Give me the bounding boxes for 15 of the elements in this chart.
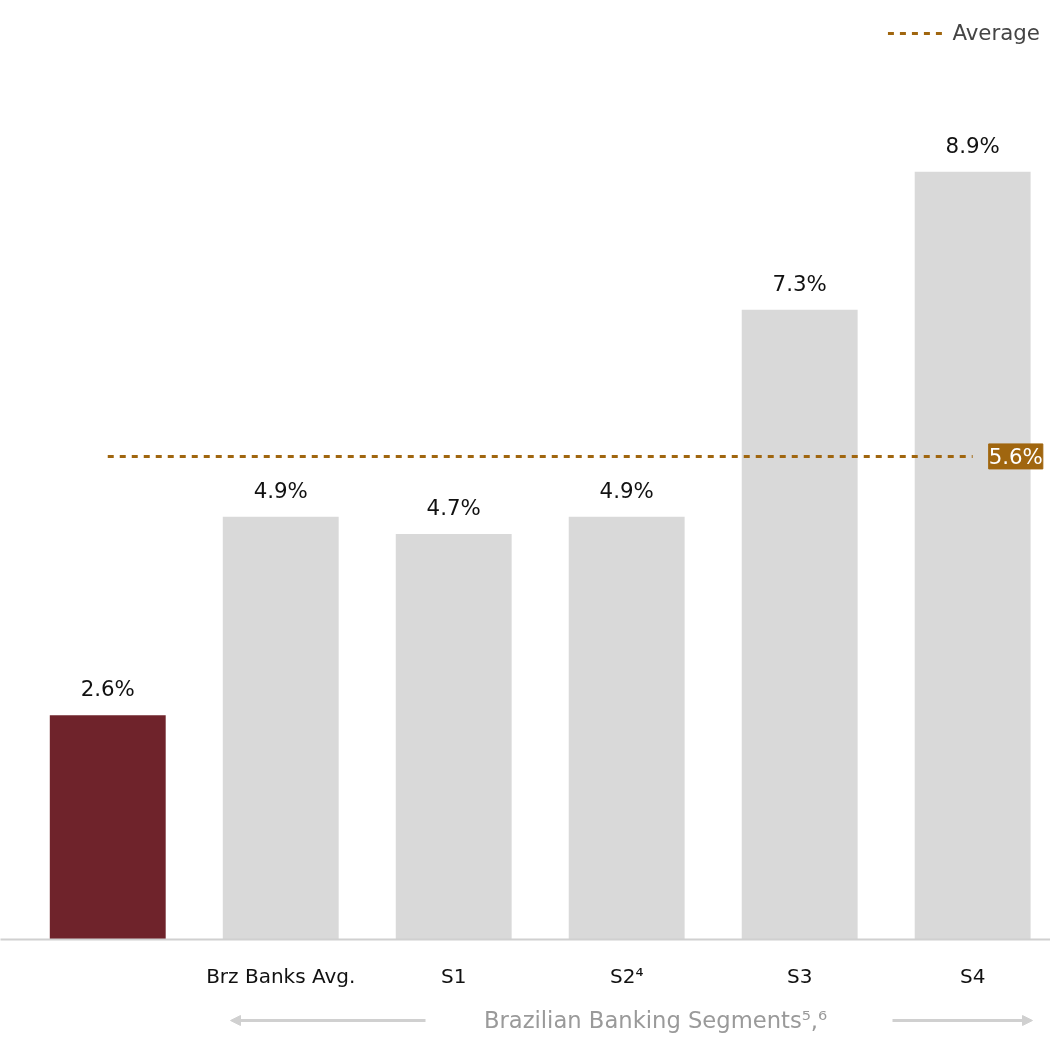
x-tick-label: S3 xyxy=(786,963,813,988)
data-label: 5.6% xyxy=(988,443,1043,469)
data-label: 2.6% xyxy=(80,676,135,702)
data-label: 7.3% xyxy=(772,270,827,296)
x-tick-label: S2⁴ xyxy=(609,963,644,988)
x-tick-label: S4 xyxy=(959,963,986,988)
legend-label: Average xyxy=(952,20,1040,45)
text: Brazilian Banking Segments⁵,⁶ xyxy=(483,1006,828,1033)
x-tick-label: Brz Banks Avg. xyxy=(206,963,356,988)
data-label: 4.7% xyxy=(426,495,481,521)
data-label: 4.9% xyxy=(599,477,654,503)
bar xyxy=(49,715,166,940)
x-tick-label: S1 xyxy=(441,963,467,988)
data-label: 8.9% xyxy=(945,132,1000,158)
data-label: 4.9% xyxy=(253,477,308,503)
